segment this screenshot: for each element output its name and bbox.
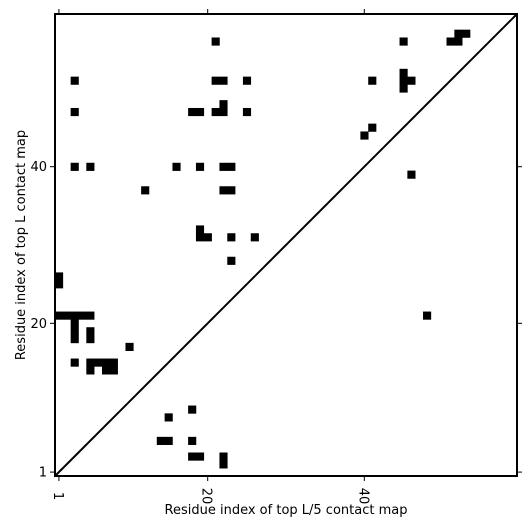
contact-cell bbox=[78, 311, 87, 320]
contact-cell bbox=[407, 170, 416, 179]
contact-cell bbox=[250, 233, 259, 242]
contact-cell bbox=[407, 76, 416, 85]
contact-cell bbox=[399, 68, 408, 77]
plot-frame bbox=[54, 13, 518, 477]
y-tick-label: 20 bbox=[30, 317, 47, 332]
contact-cell bbox=[172, 162, 181, 171]
contact-cell bbox=[70, 319, 79, 328]
contact-cell bbox=[219, 186, 228, 195]
contact-cell bbox=[399, 84, 408, 93]
contact-cell bbox=[70, 76, 79, 85]
x-tick-label: 40 bbox=[355, 488, 370, 505]
contact-cell bbox=[86, 358, 95, 367]
contact-cell bbox=[164, 436, 173, 445]
contact-cell bbox=[211, 107, 220, 117]
contact-cell bbox=[195, 162, 205, 171]
contact-cell bbox=[195, 107, 205, 117]
contact-cell bbox=[86, 335, 95, 344]
axis-ticks: 1 20 40 1 20 40 bbox=[30, 9, 522, 504]
contact-cell bbox=[227, 186, 236, 195]
contact-cell bbox=[70, 358, 79, 367]
contact-cell bbox=[141, 186, 150, 195]
contact-cell bbox=[55, 311, 64, 320]
contact-cell bbox=[70, 327, 79, 336]
x-tick-label: 20 bbox=[199, 488, 214, 505]
contact-cell bbox=[55, 272, 64, 281]
contact-cell bbox=[242, 107, 252, 117]
contact-cell bbox=[219, 76, 228, 85]
contact-cell bbox=[227, 162, 236, 171]
contact-cell bbox=[164, 413, 173, 422]
contact-cell bbox=[188, 107, 197, 117]
contact-cell bbox=[219, 452, 228, 461]
y-tick-label: 40 bbox=[30, 160, 47, 175]
contact-cell bbox=[94, 358, 103, 367]
contact-cell bbox=[101, 366, 111, 375]
contact-cell bbox=[242, 76, 252, 85]
contact-cell bbox=[211, 76, 220, 85]
contact-cell bbox=[86, 366, 95, 375]
contact-cell bbox=[227, 256, 236, 265]
contact-cell bbox=[101, 358, 111, 367]
contact-cell bbox=[368, 123, 377, 132]
contact-cell bbox=[423, 311, 432, 320]
contact-cell bbox=[125, 342, 134, 352]
contact-cell bbox=[55, 280, 64, 289]
contact-cell bbox=[70, 162, 79, 171]
contact-cell bbox=[446, 37, 455, 46]
contact-cell bbox=[399, 76, 408, 85]
contact-cell bbox=[195, 452, 205, 461]
contact-cells bbox=[55, 29, 471, 469]
contact-cell bbox=[109, 358, 118, 367]
y-axis-label: Residue index of top L contact map bbox=[14, 130, 29, 360]
diagonal-line bbox=[54, 13, 518, 477]
contact-cell bbox=[454, 37, 463, 46]
contact-cell bbox=[219, 107, 228, 117]
contact-cell bbox=[70, 335, 79, 344]
contact-cell bbox=[188, 405, 197, 414]
contact-cell bbox=[86, 327, 95, 336]
contact-cell bbox=[86, 311, 95, 320]
contact-cell bbox=[86, 162, 95, 171]
contact-cell bbox=[70, 311, 79, 320]
contact-cell bbox=[188, 436, 197, 445]
contact-cell bbox=[195, 225, 205, 234]
contact-cell bbox=[109, 366, 118, 375]
contact-cell bbox=[203, 233, 212, 242]
x-tick-label: 1 bbox=[50, 492, 65, 500]
contact-cell bbox=[62, 311, 71, 320]
contact-cell bbox=[219, 162, 228, 171]
contact-cell bbox=[219, 460, 228, 469]
contact-cell bbox=[360, 131, 369, 140]
contact-cell bbox=[211, 37, 220, 46]
contact-cell bbox=[462, 29, 471, 38]
contact-cell bbox=[454, 29, 463, 38]
contact-cell bbox=[70, 107, 79, 117]
y-tick-label: 1 bbox=[39, 466, 47, 481]
contact-cell bbox=[195, 233, 205, 242]
x-axis-label: Residue index of top L/5 contact map bbox=[165, 503, 408, 518]
contact-cell bbox=[368, 76, 377, 85]
contact-cell bbox=[227, 233, 236, 242]
contact-cell bbox=[219, 100, 228, 109]
contact-cell bbox=[188, 452, 197, 461]
contact-cell bbox=[156, 436, 165, 445]
contact-cell bbox=[399, 37, 408, 46]
